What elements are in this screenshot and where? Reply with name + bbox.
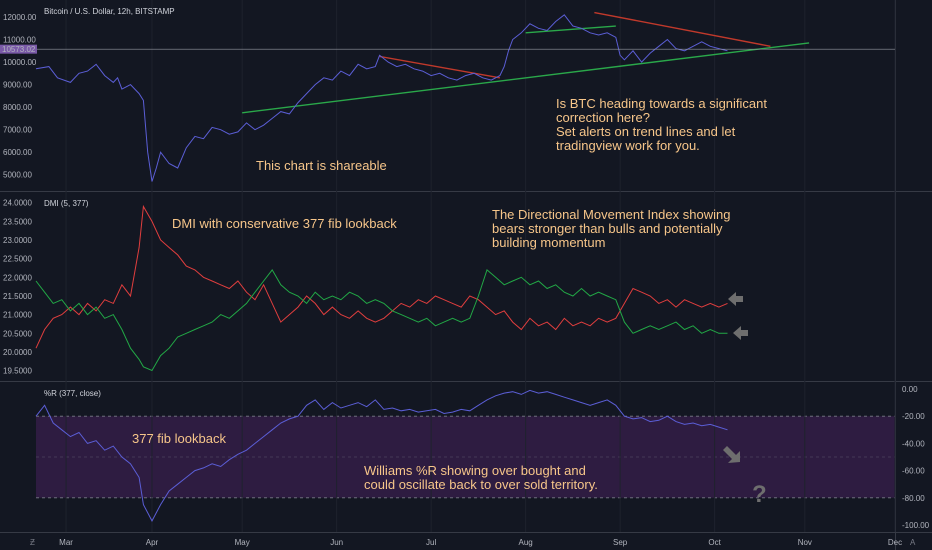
price-tick-label: 11000.00 [3, 36, 36, 45]
resistance-trend-line-1[interactable] [379, 55, 500, 79]
dmi-tick-label: 19.5000 [3, 367, 32, 376]
dmi-tick-label: 23.0000 [3, 236, 32, 245]
arrow-down-right-icon [723, 446, 740, 463]
dmi-tick-label: 20.5000 [3, 329, 32, 338]
dmi-note-right-line-2: bears stronger than bulls and potentiall… [492, 221, 723, 236]
price-tick-label: 9000.00 [3, 81, 32, 90]
williams-tick-label: -100.00 [902, 521, 930, 530]
williams-tick-label: -80.00 [902, 494, 925, 503]
time-tick-label: May [235, 538, 250, 547]
price-tick-label: 8000.00 [3, 103, 32, 112]
williams-tick-label: -60.00 [902, 467, 925, 476]
price-note-line-4: tradingview work for you. [556, 138, 700, 153]
time-tick-label: Oct [708, 538, 721, 547]
dmi-tick-label: 21.0000 [3, 311, 32, 320]
time-tick-label: Jul [426, 538, 436, 547]
question-mark-icon: ? [752, 481, 767, 508]
dmi-note-right-line-1: The Directional Movement Index showing [492, 207, 730, 222]
time-tick-label: Apr [146, 538, 159, 547]
arrow-left-icon-upper [728, 292, 743, 306]
wr-note-right-line-1: Williams %R showing over bought and [364, 463, 586, 478]
grid-lines [65, 0, 896, 532]
williams-r-line[interactable] [35, 389, 728, 522]
time-tick-label: Sep [613, 538, 628, 547]
price-tick-label: 7000.00 [3, 126, 32, 135]
shareable-note: This chart is shareable [256, 158, 387, 173]
auto-scale-button[interactable]: A [910, 538, 916, 547]
williams-pane-title: %R (377, close) [44, 389, 101, 398]
time-tick-label: Jun [330, 538, 343, 547]
time-tick-label: Dec [888, 538, 902, 547]
dmi-pane-title: DMI (5, 377) [44, 199, 89, 208]
dmi-note-right-line-3: building momentum [492, 235, 605, 250]
channel-top-trend-line[interactable] [525, 25, 616, 34]
resistance-trend-line-2[interactable] [594, 11, 771, 47]
price-note-line-2: correction here? [556, 110, 650, 125]
time-tick-label: Mar [59, 538, 73, 547]
price-series-line[interactable] [35, 14, 728, 182]
price-tick-label: 10000.00 [3, 58, 37, 67]
arrow-left-icon-lower [733, 326, 748, 340]
dmi-note-left: DMI with conservative 377 fib lookback [172, 216, 397, 231]
dmi-tick-label: 20.0000 [3, 348, 32, 357]
last-price-badge [0, 44, 37, 54]
support-trend-line[interactable] [242, 42, 810, 114]
logo-corner[interactable]: Ƶ [30, 538, 35, 547]
price-tick-label: 12000.00 [3, 13, 37, 22]
dmi-tick-label: 21.5000 [3, 292, 32, 301]
price-note-line-3: Set alerts on trend lines and let [556, 124, 736, 139]
dmi-tick-label: 22.5000 [3, 255, 32, 264]
wr-note-right-line-2: could oscillate back to over sold territ… [364, 477, 598, 492]
williams-axis-ticks: 0.00 -20.00 -40.00 -60.00 -80.00 -100.00 [902, 385, 930, 530]
last-price-label: 10573.02 [2, 45, 36, 54]
williams-tick-label: 0.00 [902, 385, 918, 394]
price-tick-label: 5000.00 [3, 171, 32, 180]
dmi-tick-label: 23.5000 [3, 217, 32, 226]
price-tick-label: 6000.00 [3, 148, 32, 157]
price-axis-ticks: 12000.00 11000.00 10000.00 9000.00 8000.00 70… [3, 13, 37, 180]
dmi-minus-line[interactable] [35, 204, 728, 349]
dmi-tick-label: 22.0000 [3, 273, 32, 282]
williams-tick-label: -40.00 [902, 439, 925, 448]
price-pane-title: Bitcoin / U.S. Dollar, 12h, BITSTAMP [44, 7, 175, 16]
price-note-line-1: Is BTC heading towards a significant [556, 96, 767, 111]
wr-note-left: 377 fib lookback [132, 431, 226, 446]
williams-tick-label: -20.00 [902, 412, 925, 421]
time-tick-label: Nov [798, 538, 812, 547]
dmi-axis-ticks: 24.0000 23.0000 22.0000 21.0000 20.0000 19.50… [3, 199, 32, 376]
dmi-plus-line[interactable] [35, 269, 728, 372]
time-axis-ticks: Mar Apr May Jun Jul Aug Sep Oct Nov Dec [59, 538, 902, 547]
dmi-tick-label: 24.0000 [3, 199, 32, 208]
time-tick-label: Aug [519, 538, 533, 547]
